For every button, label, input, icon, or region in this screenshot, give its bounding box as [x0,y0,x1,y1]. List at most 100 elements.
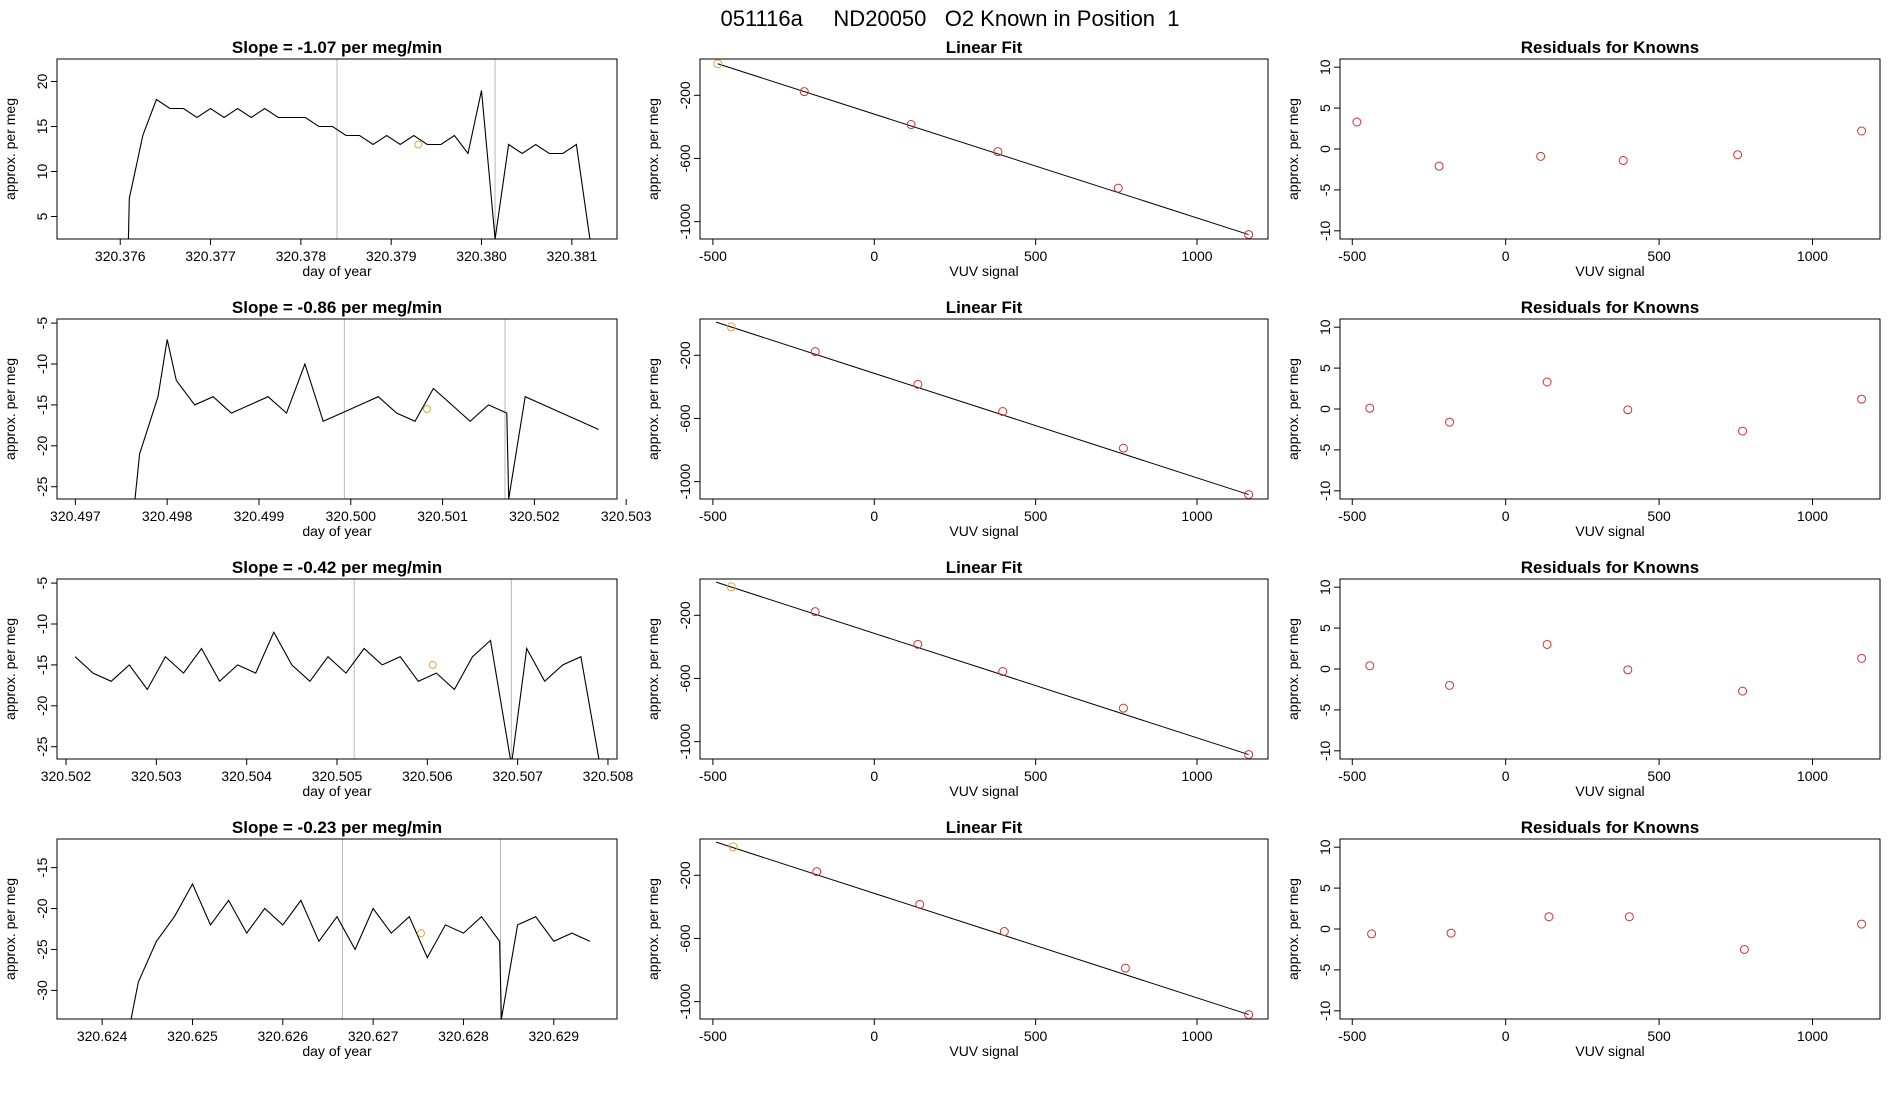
data-point [728,842,738,852]
x-tick-label: 0 [1502,508,1510,524]
data-point [1367,929,1377,939]
residual-title: Residuals for Knowns [1521,558,1700,577]
x-tick-label: -500 [699,1028,727,1044]
x-tick-label: 500 [1024,1028,1048,1044]
y-tick-label: -5 [1317,963,1333,976]
x-tick-label: 500 [1024,248,1048,264]
residual-frame [1339,318,1881,500]
x-tick-label: 320.377 [185,248,236,264]
data-point [993,147,1003,157]
data-point [1738,426,1748,436]
y-tick-label: -1000 [677,204,693,240]
y-axis-label: approx. per meg [645,618,661,720]
time-panel: Slope = -0.42 per meg/min 320.502 320.503 3… [2,558,633,799]
residual-panel: Residuals for Knowns -500 0 500 1000 -10 -5 0 5 1… [1285,298,1881,539]
data-point [1739,944,1749,954]
data-point [1857,394,1867,404]
x-tick-label: 320.629 [528,1028,579,1044]
time-title: Slope = -0.86 per meg/min [232,298,442,317]
y-tick-label: 0 [1317,665,1333,673]
data-point [799,87,809,97]
data-point [1118,443,1128,453]
y-tick-label: -5 [1317,443,1333,456]
x-tick-label: 0 [1502,768,1510,784]
y-axis-label: approx. per meg [645,878,661,980]
x-tick-label: 500 [1647,248,1671,264]
data-point [999,927,1009,937]
x-tick-label: 1000 [1797,508,1828,524]
y-tick-label: 10 [1317,319,1333,335]
time-panel: Slope = -1.07 per meg/min 320.376 320.377 3… [2,38,618,279]
data-point [1618,155,1628,165]
data-point [1118,703,1128,713]
x-tick-label: -500 [1338,248,1366,264]
residual-data-layer [1367,912,1867,954]
x-tick-label: -500 [699,768,727,784]
x-tick-label: -500 [1338,1028,1366,1044]
fit-title: Linear Fit [946,558,1023,577]
x-tick-label: 320.503 [601,508,652,524]
data-point [726,582,736,592]
time-data-layer [130,839,591,1019]
x-tick-label: 320.627 [348,1028,399,1044]
x-axis-label: day of year [302,1043,372,1059]
y-tick-label: -600 [677,664,693,692]
fit-panel: Linear Fit -500 0 500 1000 -200 -600 -1000 VUV s… [645,298,1269,539]
y-tick-label: 5 [1317,884,1333,892]
y-tick-label: -20 [34,695,50,715]
highlight-point [428,660,437,669]
y-axis-label: approx. per meg [2,618,18,720]
y-tick-label: -1000 [677,724,693,760]
y-tick-label: 5 [1317,624,1333,632]
y-tick-label: 0 [1317,405,1333,413]
residual-panel: Residuals for Knowns -500 0 500 1000 -10 -5 0 5 1… [1285,558,1881,799]
data-point [1542,377,1552,387]
figure-title: 051116a ND20050 O2 Known in Position 1 [720,6,1179,31]
y-tick-label: -5 [1317,703,1333,716]
y-tick-label: 15 [34,119,50,135]
x-tick-label: 500 [1647,508,1671,524]
y-tick-label: -25 [34,939,50,959]
fit-frame [699,58,1269,240]
x-axis-label: VUV signal [1575,1043,1644,1059]
data-point [1120,963,1130,973]
time-title: Slope = -0.42 per meg/min [232,558,442,577]
x-tick-label: 320.624 [77,1028,128,1044]
x-tick-label: 1000 [1797,248,1828,264]
data-point [1113,183,1123,193]
time-frame [56,578,618,760]
y-axis-label: approx. per meg [2,98,18,200]
y-axis-label: approx. per meg [1285,878,1301,980]
y-tick-label: 10 [1317,59,1333,75]
x-tick-label: -500 [1338,768,1366,784]
fit-line [715,581,1249,756]
data-point [1623,405,1633,415]
y-tick-label: -10 [34,614,50,634]
time-panel: Slope = -0.86 per meg/min 320.497 320.498 3… [2,298,652,539]
time-data-layer [127,59,591,239]
y-tick-label: 10 [34,164,50,180]
data-point [1542,639,1552,649]
residual-panel: Residuals for Knowns -500 0 500 1000 -10 -5 0 5 1… [1285,38,1881,279]
x-tick-label: 320.379 [366,248,417,264]
residual-frame [1339,838,1881,1020]
y-tick-label: -600 [677,404,693,432]
y-tick-label: -5 [34,317,50,330]
data-point [1624,912,1634,922]
residual-panel: Residuals for Knowns -500 0 500 1000 -10 -5 0 5 1… [1285,818,1881,1059]
y-tick-label: -15 [34,395,50,415]
data-point [1352,117,1362,127]
x-tick-label: 500 [1647,1028,1671,1044]
data-point [1733,150,1743,160]
data-point [1434,161,1444,171]
x-axis-label: VUV signal [1575,783,1644,799]
y-tick-label: -10 [1317,1000,1333,1020]
y-tick-label: -30 [34,980,50,1000]
y-axis-label: approx. per meg [1285,98,1301,200]
data-point [1857,126,1867,136]
x-tick-label: 320.506 [402,768,453,784]
time-data-layer [74,579,600,759]
x-tick-label: 320.628 [438,1028,489,1044]
x-tick-label: 0 [870,248,878,264]
residual-title: Residuals for Knowns [1521,818,1700,837]
